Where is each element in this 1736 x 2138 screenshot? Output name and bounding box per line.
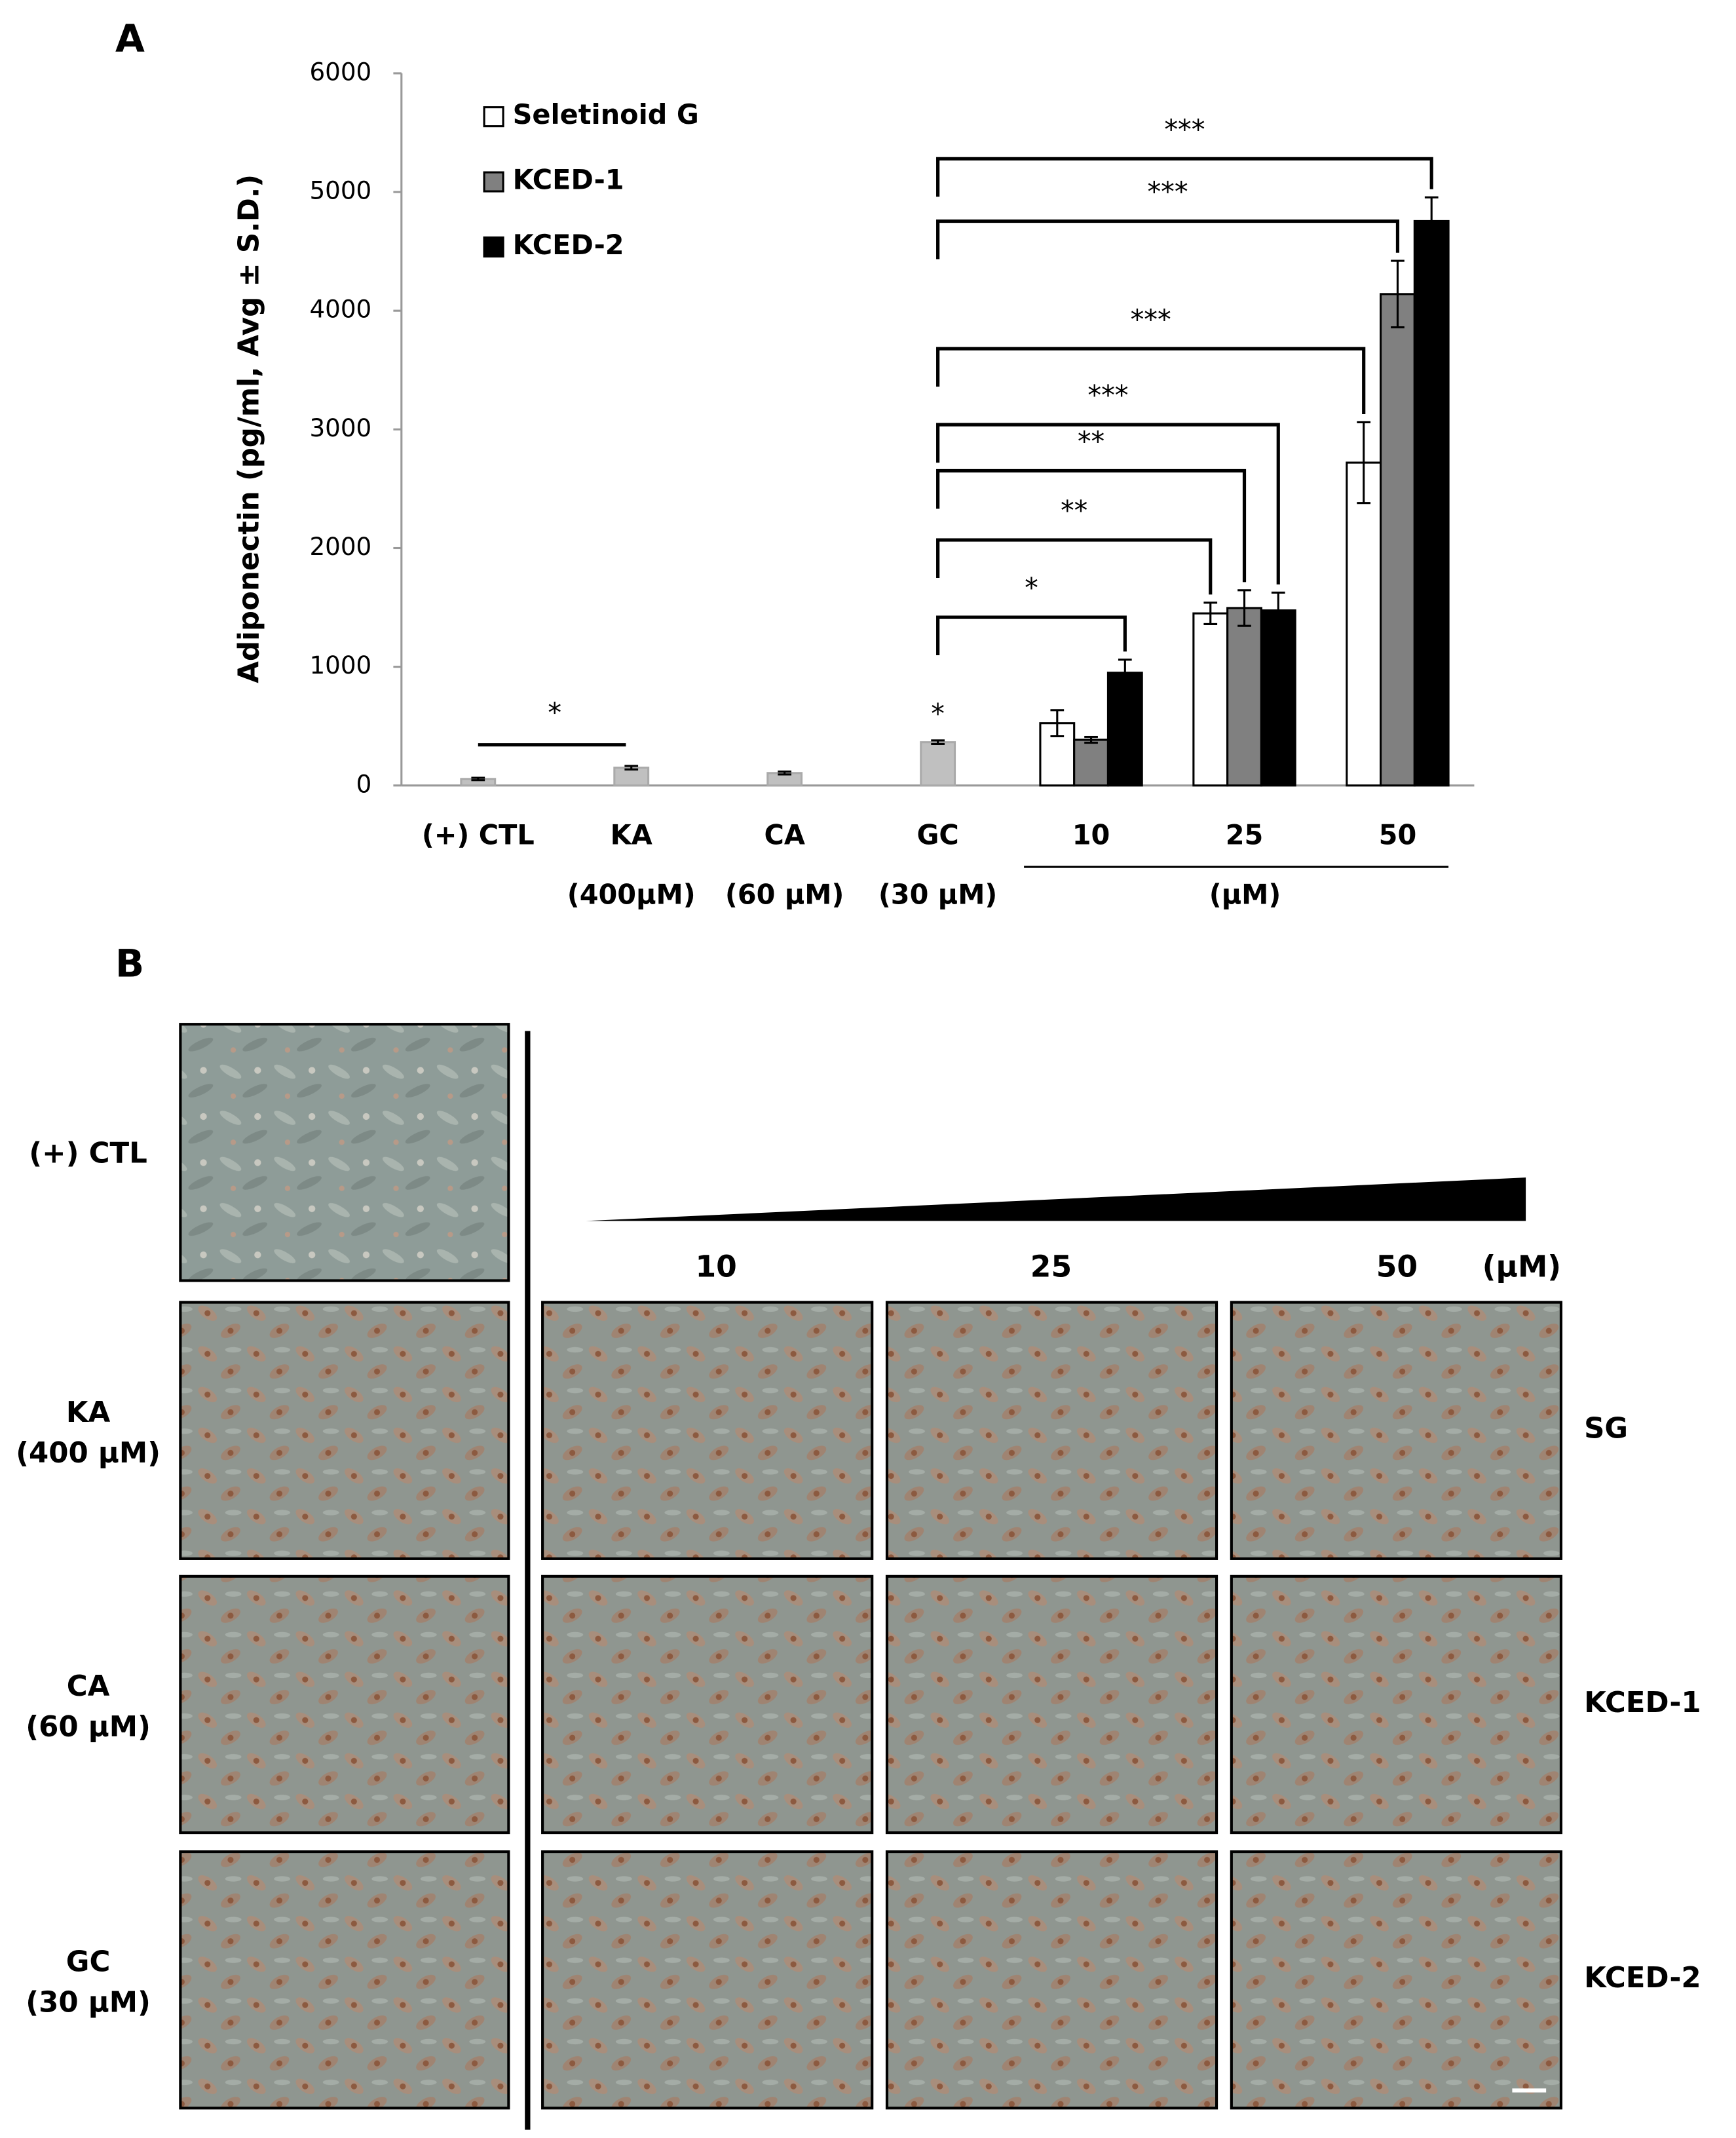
significance: ***	[1147, 176, 1188, 208]
series-label: KCED-1	[1584, 1687, 1701, 1719]
x-tick-label: 10	[1072, 819, 1110, 850]
error-bar	[624, 765, 639, 771]
micrograph	[1230, 1575, 1562, 1835]
micrograph	[885, 1575, 1218, 1835]
panel-label: B	[115, 941, 144, 985]
y-tick-label: 3000	[309, 413, 371, 442]
micrograph	[179, 1301, 510, 1560]
x-tick-note: (30 μM)	[878, 879, 997, 911]
error-bar	[471, 776, 485, 782]
bar	[1260, 609, 1296, 787]
error-bar	[778, 771, 792, 776]
x-tick-label: CA	[764, 819, 804, 850]
significance-bracket	[936, 468, 1247, 582]
micrograph	[1230, 1850, 1562, 2110]
x-tick-label: KA	[611, 819, 652, 850]
error-bar	[1237, 589, 1251, 627]
x-tick-label: 25	[1226, 819, 1264, 850]
micrograph	[541, 1301, 874, 1560]
significance-bracket	[936, 347, 1366, 415]
legend-label: KCED-2	[513, 229, 624, 261]
significance-bracket	[936, 423, 1280, 585]
row-label: (+) CTL	[29, 1137, 147, 1170]
series-label: SG	[1584, 1413, 1628, 1445]
bar	[1192, 612, 1229, 787]
error-bar	[1050, 709, 1065, 738]
bar	[920, 741, 956, 787]
y-tick-label: 4000	[309, 295, 371, 324]
error-bar	[931, 739, 945, 745]
dose-label: 10	[695, 1249, 736, 1284]
x-tick-label: 50	[1379, 819, 1417, 850]
x-tick-label: GC	[916, 819, 958, 850]
group-label: (μM)	[1209, 879, 1281, 911]
legend-label: Seletinoid G	[513, 99, 699, 130]
bar	[1106, 672, 1143, 787]
y-tick-label: 0	[356, 769, 372, 798]
row-label: CA	[67, 1670, 110, 1703]
significance: *	[931, 698, 945, 730]
bar	[1413, 220, 1450, 787]
bar	[613, 767, 650, 787]
significance: ***	[1164, 114, 1205, 145]
error-bar	[1391, 259, 1405, 329]
error-bar	[1084, 735, 1098, 744]
dose-label: 25	[1030, 1249, 1072, 1284]
error-bar	[1424, 196, 1439, 246]
micrograph	[885, 1850, 1218, 2110]
error-bar	[1271, 591, 1285, 630]
row-label: (30 μM)	[26, 1986, 151, 2019]
bar	[1226, 607, 1262, 787]
y-tick-label: 5000	[309, 176, 371, 205]
legend-label: KCED-1	[513, 164, 624, 196]
bar	[1073, 738, 1109, 787]
legend-swatch	[483, 106, 504, 128]
legend-swatch	[483, 236, 504, 258]
significance-bracket	[936, 157, 1433, 197]
panel-label: A	[115, 16, 145, 60]
bar	[1380, 293, 1416, 787]
y-tick-label: 6000	[309, 57, 371, 86]
micrograph	[541, 1850, 874, 2110]
x-tick-note: (400μM)	[567, 879, 696, 911]
micrograph	[541, 1575, 874, 1835]
micrograph	[885, 1301, 1218, 1560]
divider	[525, 1031, 531, 2130]
error-bar	[1357, 421, 1371, 505]
row-label: (400 μM)	[16, 1437, 160, 1470]
significance-bracket	[936, 538, 1213, 595]
x-tick-note: (60 μM)	[725, 879, 844, 911]
y-tick-label: 1000	[309, 651, 371, 679]
y-tick-label: 2000	[309, 532, 371, 561]
x-tick-label: (+) CTL	[422, 819, 535, 850]
significance: *	[1025, 573, 1038, 604]
micrograph	[179, 1575, 510, 1835]
legend-swatch	[483, 171, 504, 193]
dose-wedge	[586, 1177, 1526, 1221]
significance: **	[1061, 495, 1087, 527]
significance-bracket	[936, 615, 1127, 656]
micrograph	[179, 1850, 510, 2110]
significance: ***	[1087, 380, 1128, 411]
dose-unit: (μM)	[1482, 1249, 1561, 1284]
row-label: GC	[66, 1945, 111, 1978]
dose-label: 50	[1376, 1249, 1418, 1284]
significance-bracket	[936, 219, 1400, 259]
significance: *	[548, 697, 561, 729]
row-label: KA	[66, 1396, 111, 1429]
error-bar	[1203, 601, 1218, 625]
error-bar	[1118, 659, 1132, 687]
micrograph	[179, 1023, 510, 1282]
series-label: KCED-2	[1584, 1962, 1701, 1995]
bar	[1346, 461, 1382, 787]
y-axis-title: Adiponectin (pg/ml, Avg ± S.D.)	[233, 174, 266, 683]
row-label: (60 μM)	[26, 1711, 151, 1744]
significance: **	[1078, 426, 1104, 457]
micrograph	[1230, 1301, 1562, 1560]
significance: ***	[1131, 304, 1171, 335]
